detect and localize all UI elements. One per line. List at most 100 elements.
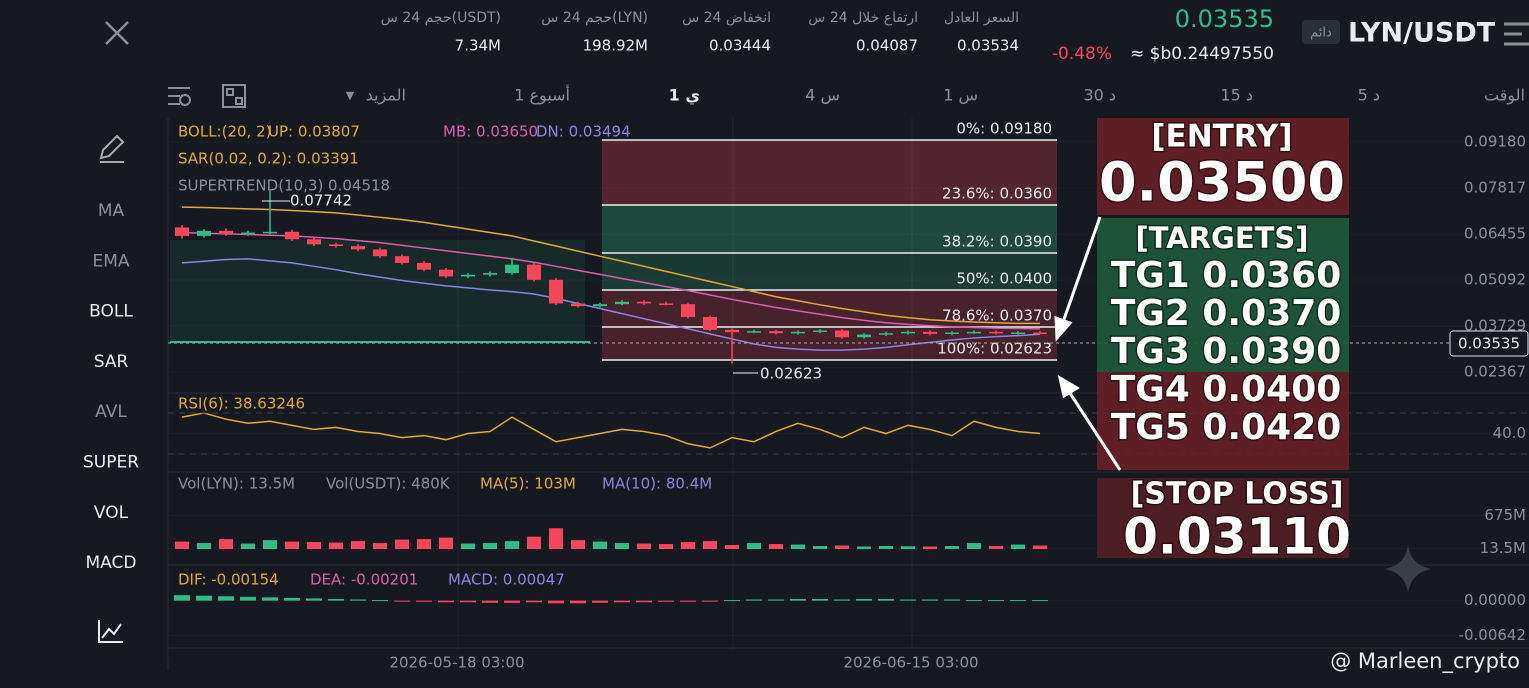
- candle-body: [263, 231, 277, 234]
- v-grid: [457, 118, 913, 650]
- y-tick-label: 0.05092: [1464, 271, 1526, 289]
- timeframe[interactable]: الوقت: [1484, 86, 1525, 106]
- macd-bar: [922, 599, 938, 601]
- candle-body: [615, 301, 629, 305]
- indicator-tab[interactable]: BOLL: [89, 302, 133, 322]
- macd-bar: [680, 600, 696, 602]
- layout-icon[interactable]: [222, 84, 246, 108]
- candle-body: [351, 246, 365, 250]
- y-tick-label: 675M: [1484, 506, 1526, 524]
- candle-body: [879, 333, 893, 335]
- volume-bar: [263, 540, 277, 549]
- menu-icon[interactable]: [1504, 22, 1529, 46]
- macd-bar: [768, 599, 784, 601]
- y-tick-label: 0.00000: [1464, 591, 1526, 609]
- candle-body: [967, 331, 981, 334]
- candle-body: [901, 331, 915, 334]
- stop-label: [STOP LOSS]: [1131, 477, 1344, 512]
- macd-bar: [746, 599, 762, 601]
- candle-body: [703, 316, 717, 330]
- indicator-tab[interactable]: VOL: [94, 503, 129, 523]
- macd-bar: [702, 600, 718, 602]
- boll-up-legend: UP: 0.03807: [268, 123, 360, 141]
- close-icon[interactable]: [105, 21, 129, 45]
- macd-bar: [328, 599, 344, 601]
- volume-bar: [1033, 545, 1047, 549]
- usd-price: ≈ $b0.24497550: [1130, 44, 1274, 64]
- entry-value: 0.03500: [1099, 151, 1345, 214]
- x-label: 2026-06-15 03:00: [843, 654, 978, 672]
- timeframe[interactable]: 30 د: [1083, 86, 1116, 105]
- indicator-tab[interactable]: AVL: [95, 402, 127, 422]
- candle-body: [857, 334, 871, 338]
- candle-body: [747, 331, 761, 333]
- candle-body: [417, 262, 431, 270]
- volume-bar: [989, 546, 1003, 549]
- candle-body: [197, 230, 211, 236]
- indicator-tab[interactable]: SAR: [94, 352, 129, 372]
- candle-body: [989, 331, 1003, 334]
- macd-bar: [196, 595, 212, 601]
- stat-value: 7.34M: [455, 37, 501, 55]
- volume-bar: [725, 545, 739, 549]
- macd-bar: [394, 600, 410, 602]
- volume-bar: [791, 544, 805, 549]
- stop-value: 0.03110: [1123, 508, 1351, 566]
- candle-body: [593, 304, 607, 307]
- indicator-tab[interactable]: MACD: [86, 553, 137, 573]
- macd-bar: [1010, 600, 1026, 602]
- pencil-icon[interactable]: [99, 134, 125, 163]
- candle-body: [659, 303, 673, 305]
- candle-body: [637, 301, 651, 304]
- indicator-tab[interactable]: MA: [98, 201, 125, 221]
- macd-bar: [174, 595, 190, 601]
- candle-body: [725, 329, 739, 333]
- timeframe[interactable]: 5 د: [1358, 86, 1380, 105]
- y-tick-label: 13.5M: [1480, 539, 1526, 557]
- volume-bar: [307, 542, 321, 549]
- timeframe[interactable]: 15 د: [1220, 86, 1253, 105]
- vol-legend: Vol(USDT): 480K: [326, 475, 451, 493]
- fib-label: 100%: 0.02623: [937, 340, 1052, 358]
- contract-tag: دائم: [1310, 26, 1332, 41]
- volume-bar: [175, 541, 189, 549]
- stat-label: حجم 24 س(LYN): [541, 10, 648, 26]
- macd-bar: [240, 596, 256, 601]
- indicator-tab[interactable]: SUPER: [83, 453, 139, 473]
- volume-bar: [285, 541, 299, 549]
- volume-bar: [483, 543, 497, 549]
- macd-bar: [262, 597, 278, 601]
- timeframe[interactable]: 1 أسبوع: [514, 85, 570, 106]
- chart-icon[interactable]: [98, 620, 123, 643]
- volume-bar: [549, 528, 563, 549]
- stat-value: 0.04087: [856, 37, 918, 55]
- volume-bar: [835, 545, 849, 549]
- volume-bar: [879, 546, 893, 549]
- stat-value: 198.92M: [583, 37, 648, 55]
- timeframe[interactable]: 4 س: [805, 86, 840, 105]
- pair[interactable]: LYN/USDT: [1348, 18, 1496, 49]
- volume-bar: [945, 546, 959, 549]
- timeframe[interactable]: 1 س: [943, 86, 978, 105]
- macd-bar: [548, 600, 564, 604]
- macd-bar: [592, 600, 608, 603]
- macd-bar: [1032, 600, 1048, 602]
- toolbar-icon[interactable]: [168, 87, 191, 106]
- last-price-tag: [1449, 330, 1529, 357]
- timeframe[interactable]: المزيد: [366, 86, 406, 106]
- candle-body: [681, 304, 695, 317]
- volume-bar: [1011, 544, 1025, 549]
- candle-body: [923, 331, 937, 334]
- boll-mid: [181, 231, 1041, 330]
- volume-bar: [901, 546, 915, 549]
- candle-body: [791, 331, 805, 334]
- macd-bar: [878, 599, 894, 601]
- macd-bar: [526, 600, 542, 603]
- macd-bar: [790, 599, 806, 601]
- timeframe[interactable]: 1 ي: [669, 86, 700, 106]
- candle-body: [835, 330, 849, 338]
- stat-label: حجم 24 س(USDT): [381, 10, 501, 26]
- volume-bar: [769, 544, 783, 549]
- candle-body: [285, 231, 299, 240]
- indicator-tab[interactable]: EMA: [92, 251, 129, 271]
